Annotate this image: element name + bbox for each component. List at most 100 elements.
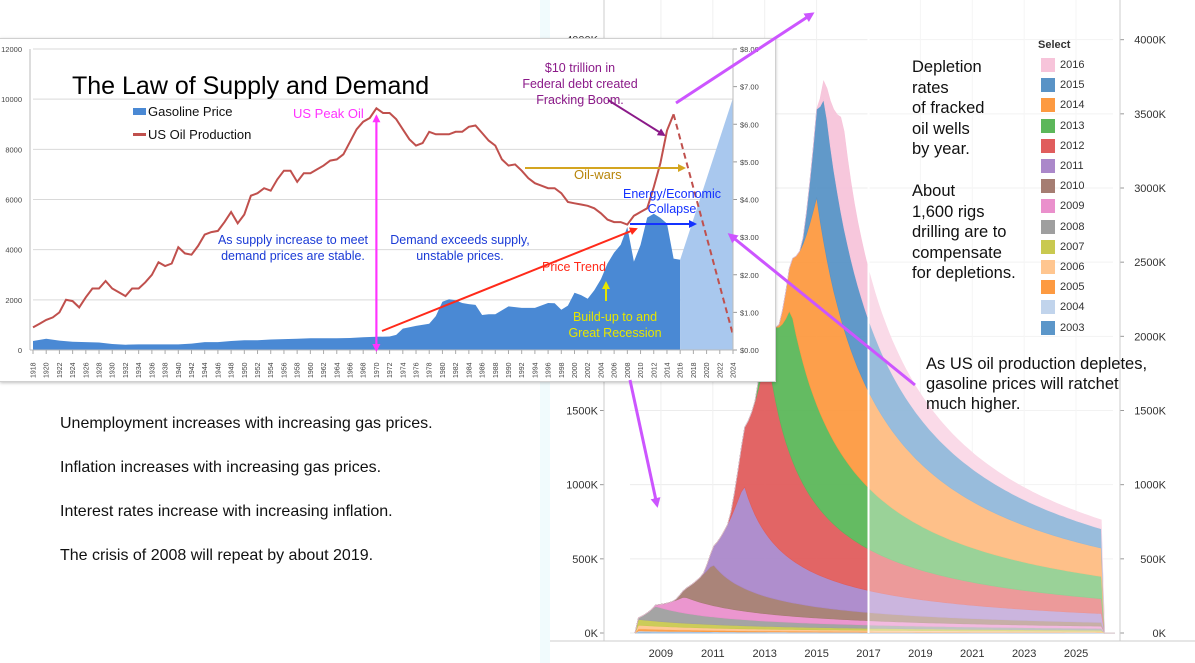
- x-tick-label: 1974: [400, 362, 407, 378]
- legend-item-2007[interactable]: 2007: [1041, 239, 1084, 255]
- oil-production-line: [32, 106, 734, 336]
- legend-swatch-production: [133, 133, 146, 136]
- x-tick-label: 2012: [651, 362, 658, 378]
- y2-tick-label: $2.00: [740, 271, 759, 280]
- x-tick-label: 1938: [163, 362, 170, 378]
- legend-label: 2005: [1060, 281, 1085, 294]
- annotation-collapse-line2: Collapse: [647, 202, 697, 216]
- annotation-great-recession: Build-up to and Great Recession: [560, 309, 670, 341]
- x-tick-label: 2021: [960, 648, 984, 660]
- x-tick-label: 2010: [638, 362, 645, 378]
- price-trend-arrow: [381, 227, 638, 332]
- x-tick-label: 2014: [664, 362, 671, 378]
- x-tick-label: 1922: [57, 362, 64, 378]
- annotation-federal-debt: $10 trillion in Federal debt created Fra…: [500, 60, 660, 108]
- y-tick-label: 8000: [5, 145, 22, 154]
- x-tick-label: 1962: [321, 362, 328, 378]
- legend-label: 2008: [1060, 220, 1085, 233]
- y-tick-label: 0: [18, 346, 22, 355]
- legend-item-2012[interactable]: 2012: [1041, 138, 1084, 154]
- note-line: for depletions.: [912, 264, 1016, 282]
- gasoline-price-area-projection: [680, 97, 733, 350]
- x-tick-label: 2018: [691, 362, 698, 378]
- y-tick-label: 6000: [5, 196, 22, 205]
- debt-arrow: [607, 99, 666, 137]
- y-tick-label-left: 1000K: [566, 480, 598, 492]
- annotation-price-trend: Price Trend: [542, 260, 606, 274]
- y-tick-label: 4000: [5, 246, 22, 255]
- x-tick-label: 1928: [97, 362, 104, 378]
- legend-label: 2016: [1060, 59, 1085, 71]
- x-tick-label: 1990: [506, 362, 513, 378]
- annotation-stable-prices: As supply increase to meet demand prices…: [208, 232, 378, 264]
- x-tick-label: 1934: [136, 362, 143, 378]
- note-line: of fracked: [912, 99, 985, 117]
- legend-item-2003[interactable]: 2003: [1041, 320, 1084, 336]
- x-tick-label: 2000: [572, 362, 579, 378]
- x-tick-label: 1930: [110, 362, 117, 378]
- x-tick-label: 1988: [493, 362, 500, 378]
- x-tick-label: 1998: [559, 362, 566, 378]
- legend-swatch: [1041, 118, 1055, 133]
- legend-item-2009[interactable]: 2009: [1041, 198, 1084, 214]
- legend-item-2005[interactable]: 2005: [1041, 279, 1084, 295]
- y2-tick-label: $0.00: [740, 346, 759, 355]
- y-tick-label-left: 500K: [572, 554, 598, 566]
- x-tick-label: 1978: [427, 362, 434, 378]
- y2-tick-label: $8.00: [740, 45, 759, 54]
- legend-gasoline: Gasoline Price: [133, 104, 233, 119]
- y-tick-label: 2000: [5, 296, 22, 305]
- legend-swatch: [1041, 179, 1055, 194]
- legend-swatch: [1041, 199, 1055, 214]
- note-line: Depletion: [912, 58, 982, 76]
- y-tick-label-left: 1500K: [566, 406, 598, 418]
- note-line: drilling are to: [912, 223, 1007, 241]
- x-tick-label: 2002: [585, 362, 592, 378]
- legend-swatch: [1041, 320, 1055, 335]
- x-tick-label: 2023: [1012, 648, 1036, 660]
- x-tick-label: 1954: [268, 362, 275, 378]
- x-tick-label: 2011: [701, 648, 725, 660]
- x-tick-label: 1964: [334, 362, 341, 378]
- legend-item-2010[interactable]: 2010: [1041, 178, 1084, 194]
- x-tick-label: 2016: [678, 362, 685, 378]
- x-tick-label: 1960: [308, 362, 315, 378]
- x-tick-label: 1982: [453, 362, 460, 378]
- legend-label: 2012: [1060, 139, 1085, 152]
- legend-item-2006[interactable]: 2006: [1041, 259, 1084, 275]
- bullet-item: Interest rates increase with increasing …: [60, 503, 393, 520]
- bullet-item: Unemployment increases with increasing g…: [60, 415, 433, 432]
- legend-item-2016[interactable]: 2016: [1041, 57, 1084, 73]
- legend-swatch: [1041, 260, 1055, 274]
- legend-item-2008[interactable]: 2008: [1041, 219, 1084, 235]
- bullet-item: The crisis of 2008 will repeat by about …: [60, 547, 374, 564]
- note-line: rates: [912, 78, 949, 97]
- oil-production-projection: [672, 113, 734, 336]
- y-tick-label-right: 4000K: [1134, 35, 1166, 47]
- note-line: by year.: [912, 140, 970, 158]
- legend-item-2014[interactable]: 2014: [1041, 97, 1084, 113]
- x-tick-label: 1966: [347, 362, 354, 378]
- bullet-list: Unemployment increases with increasing g…: [60, 413, 433, 589]
- legend-label: 2007: [1060, 240, 1085, 253]
- x-tick-label: 1952: [255, 362, 262, 378]
- annotation-debt-line1: $10 trillion in: [544, 61, 616, 75]
- x-tick-label: 1972: [387, 362, 394, 378]
- oil-production-series: [32, 106, 675, 329]
- x-tick-label: 1946: [215, 362, 222, 378]
- legend-label: 2014: [1060, 99, 1085, 112]
- legend-item-2011[interactable]: 2011: [1041, 158, 1084, 174]
- bullet-item: Inflation increases with increasing gas …: [60, 459, 382, 476]
- y-tick-label: 10000: [1, 95, 22, 104]
- legend-item-2015[interactable]: 2015: [1041, 77, 1084, 93]
- legend-swatch-gasoline: [133, 108, 146, 115]
- legend-item-2013[interactable]: 2013: [1041, 118, 1084, 134]
- legend-swatch: [1041, 219, 1055, 234]
- x-tick-label: 2022: [717, 362, 724, 378]
- legend-swatch: [1041, 138, 1055, 153]
- legend-item-2004[interactable]: 2004: [1041, 299, 1084, 315]
- note-ratchet: As US oil production depletes, gasoline …: [926, 354, 1147, 414]
- x-tick-label: 1976: [414, 362, 421, 378]
- annotation-oil-wars: Oil-wars: [574, 167, 622, 182]
- legend-label-production: US Oil Production: [148, 127, 252, 142]
